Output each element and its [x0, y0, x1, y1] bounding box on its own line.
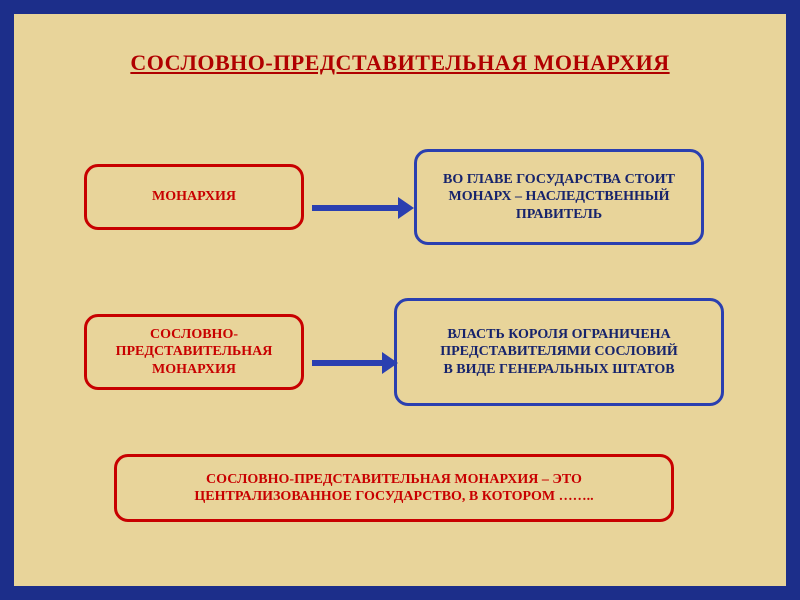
def-monarchy-box: ВО ГЛАВЕ ГОСУДАРСТВА СТОИТ МОНАРХ – НАСЛ… [414, 149, 704, 245]
term-estate-monarchy-box: СОСЛОВНО-ПРЕДСТАВИТЕЛЬНАЯ МОНАРХИЯ [84, 314, 304, 390]
arrow-shaft [312, 360, 382, 366]
summary-label: СОСЛОВНО-ПРЕДСТАВИТЕЛЬНАЯ МОНАРХИЯ – ЭТО… [127, 471, 661, 506]
summary-box: СОСЛОВНО-ПРЕДСТАВИТЕЛЬНАЯ МОНАРХИЯ – ЭТО… [114, 454, 674, 522]
outer-frame: СОСЛОВНО-ПРЕДСТАВИТЕЛЬНАЯ МОНАРХИЯ МОНАР… [0, 0, 800, 600]
def-estate-monarchy-label: ВЛАСТЬ КОРОЛЯ ОГРАНИЧЕНА ПРЕДСТАВИТЕЛЯМИ… [407, 326, 711, 379]
arrow-head-icon [382, 352, 398, 374]
arrow-head-icon [398, 197, 414, 219]
arrow-monarchy [312, 197, 414, 219]
canvas: СОСЛОВНО-ПРЕДСТАВИТЕЛЬНАЯ МОНАРХИЯ МОНАР… [14, 14, 786, 586]
page-title: СОСЛОВНО-ПРЕДСТАВИТЕЛЬНАЯ МОНАРХИЯ [14, 50, 786, 76]
arrow-estate [312, 352, 398, 374]
def-monarchy-label: ВО ГЛАВЕ ГОСУДАРСТВА СТОИТ МОНАРХ – НАСЛ… [427, 171, 691, 224]
def-estate-monarchy-box: ВЛАСТЬ КОРОЛЯ ОГРАНИЧЕНА ПРЕДСТАВИТЕЛЯМИ… [394, 298, 724, 406]
term-monarchy-label: МОНАРХИЯ [152, 188, 236, 206]
term-estate-monarchy-label: СОСЛОВНО-ПРЕДСТАВИТЕЛЬНАЯ МОНАРХИЯ [97, 326, 291, 379]
arrow-shaft [312, 205, 398, 211]
term-monarchy-box: МОНАРХИЯ [84, 164, 304, 230]
